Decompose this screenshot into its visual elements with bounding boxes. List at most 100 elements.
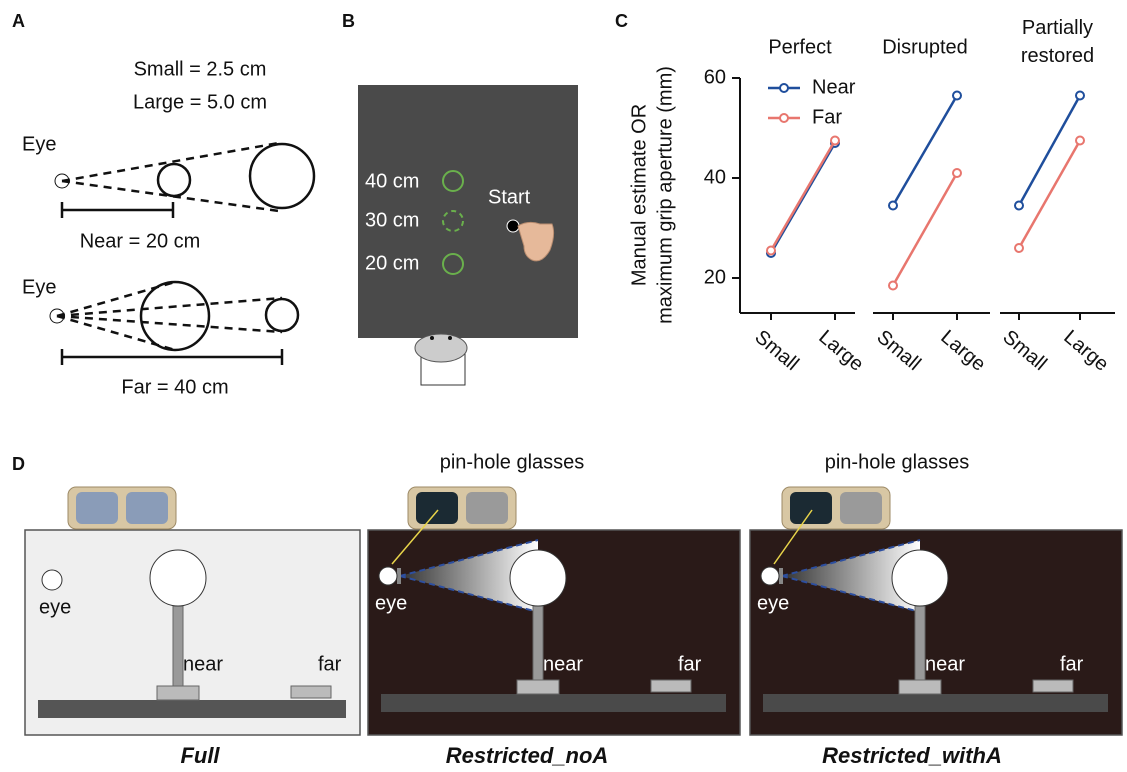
- y-tick-label: 60: [704, 66, 726, 88]
- start-label: Start: [488, 186, 531, 208]
- glasses-lens: [416, 492, 458, 524]
- size-text: Small = 2.5 cm: [134, 58, 267, 80]
- chart-title: Partially restored: [1000, 14, 1115, 70]
- eye-label: eye: [375, 592, 407, 614]
- distance-text: Near = 20 cm: [80, 230, 201, 252]
- distance-text: Far = 40 cm: [121, 376, 228, 398]
- data-point: [953, 92, 961, 100]
- glasses-lens: [790, 492, 832, 524]
- condition-label: Full: [180, 743, 220, 768]
- series-line: [771, 141, 835, 251]
- series-line: [1019, 96, 1080, 206]
- y-tick-label: 40: [704, 166, 726, 188]
- data-point: [831, 137, 839, 145]
- pinhole: [779, 568, 783, 584]
- eye-text: Eye: [22, 276, 56, 298]
- legend-marker: [780, 114, 788, 122]
- near-base: [157, 686, 199, 700]
- series-line: [1019, 141, 1080, 249]
- eye-label: eye: [757, 592, 789, 614]
- near-base: [899, 680, 941, 694]
- condition-label: Restricted_withA: [822, 743, 1002, 768]
- data-point: [767, 247, 775, 255]
- shape-circle: [141, 282, 209, 350]
- shape-circle: [266, 299, 298, 331]
- x-tick-label: Large: [1059, 326, 1112, 376]
- x-tick-label: Small: [872, 326, 924, 375]
- x-tick-label: Large: [814, 326, 867, 376]
- panel-label: A: [12, 11, 25, 31]
- far-base: [651, 680, 691, 692]
- near-label: near: [183, 653, 223, 675]
- shape-circle: [250, 144, 314, 208]
- figure: A Small = 2.5 cm Large = 5.0 cm Eye Near…: [0, 0, 1127, 772]
- distance-label: 40 cm: [365, 170, 419, 192]
- far-label: far: [678, 653, 702, 675]
- glasses-label: pin-hole glasses: [825, 451, 970, 473]
- panel-label: C: [615, 11, 628, 31]
- panel-d: eye near far Full eye near far pin-hole glasses…: [25, 451, 1122, 768]
- pole: [915, 606, 925, 680]
- data-point: [889, 202, 897, 210]
- shape-ellipse: [415, 334, 467, 362]
- condition-label: Restricted_noA: [446, 743, 609, 768]
- legend-label: Near: [812, 76, 856, 98]
- legend-label: Far: [812, 106, 842, 128]
- data-point: [1076, 92, 1084, 100]
- eye: [42, 570, 62, 590]
- size-text: Large = 5.0 cm: [133, 91, 267, 113]
- x-tick-label: Small: [998, 326, 1050, 375]
- panel-b: [358, 85, 578, 385]
- shape-circle: [430, 336, 434, 340]
- near-label: near: [925, 653, 965, 675]
- distance-label: 30 cm: [365, 209, 419, 231]
- far-label: far: [1060, 653, 1084, 675]
- shape-line: [57, 316, 282, 332]
- y-axis-label: maximum grip aperture (mm): [654, 66, 676, 324]
- data-point: [1015, 202, 1023, 210]
- eye-text: Eye: [22, 133, 56, 155]
- target-ball: [892, 550, 948, 606]
- glasses-label: pin-hole glasses: [440, 451, 585, 473]
- data-point: [1076, 137, 1084, 145]
- y-axis-label: Manual estimate OR: [628, 104, 650, 286]
- chart-title: Disrupted: [882, 36, 968, 58]
- ground: [381, 694, 726, 712]
- pole: [173, 606, 183, 686]
- far-base: [291, 686, 331, 698]
- glasses-lens: [840, 492, 882, 524]
- far-label: far: [318, 653, 342, 675]
- data-point: [953, 169, 961, 177]
- x-tick-label: Small: [750, 326, 802, 375]
- target-ball: [510, 550, 566, 606]
- eye: [379, 567, 397, 585]
- pinhole: [397, 568, 401, 584]
- data-point: [1015, 244, 1023, 252]
- ground: [763, 694, 1108, 712]
- near-base: [517, 680, 559, 694]
- shape-circle: [158, 164, 190, 196]
- x-tick-label: Large: [936, 326, 989, 376]
- distance-label: 20 cm: [365, 252, 419, 274]
- glasses-lens: [126, 492, 168, 524]
- page: {"panel_a": {"label": "A", "small": "Sma…: [0, 0, 1127, 772]
- legend-marker: [780, 84, 788, 92]
- eye: [761, 567, 779, 585]
- near-label: near: [543, 653, 583, 675]
- series-line: [771, 143, 835, 253]
- shape-circle: [448, 336, 452, 340]
- far-base: [1033, 680, 1073, 692]
- shape-circle: [507, 220, 519, 232]
- panel-label: D: [12, 454, 25, 474]
- data-point: [889, 282, 897, 290]
- y-tick-label: 20: [704, 266, 726, 288]
- glasses-lens: [466, 492, 508, 524]
- eye-label: eye: [39, 596, 71, 618]
- target-ball: [150, 550, 206, 606]
- page-body: A Small = 2.5 cm Large = 5.0 cm Eye Near…: [0, 0, 1127, 772]
- panel-a: [50, 143, 314, 365]
- ground: [38, 700, 346, 718]
- pole: [533, 606, 543, 680]
- glasses-lens: [76, 492, 118, 524]
